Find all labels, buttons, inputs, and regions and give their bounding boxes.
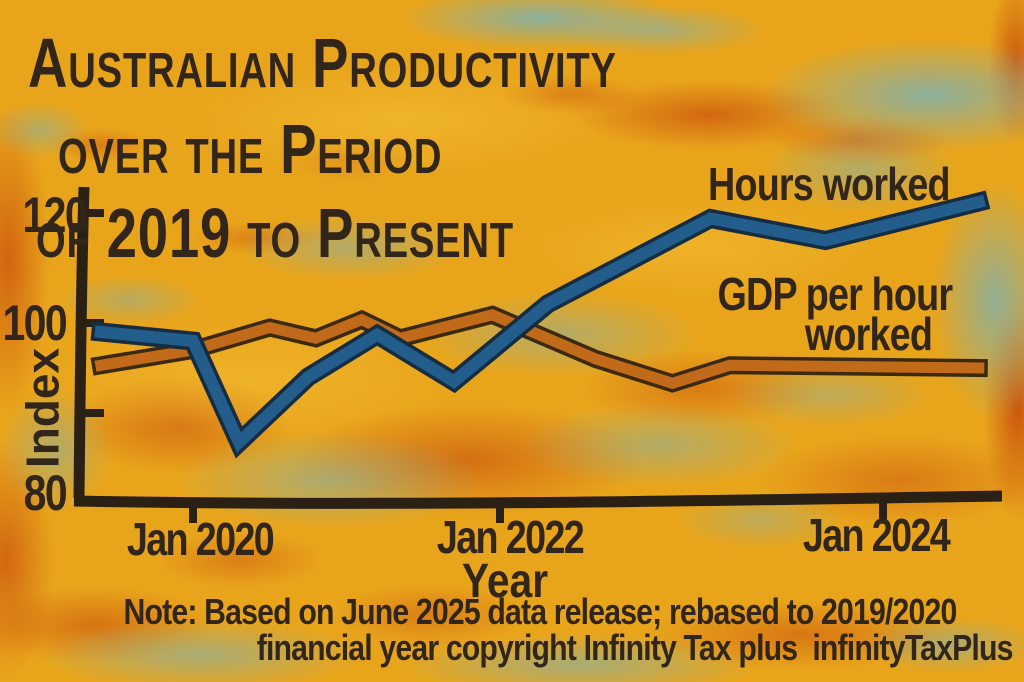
y-tick-label-120: 120 [22, 187, 88, 243]
x-axis-ticks [189, 499, 887, 523]
chart-title-line-1: Australian Productivity [28, 24, 617, 102]
hours-worked-series-label: Hours worked [708, 158, 951, 210]
y-axis-title: Index [16, 347, 69, 469]
chart-title-line-2: over the Period [58, 110, 443, 188]
y-axis-line [73, 186, 90, 499]
chart-title-line-3: of 2019 to Present [36, 194, 514, 272]
x-tick-label-jan-2020: Jan 2020 [126, 513, 275, 565]
y-tick-label-80: 80 [23, 465, 68, 521]
hours-worked-line [94, 194, 987, 453]
y-tick-label-100: 100 [2, 295, 68, 351]
gdp-series-label-line-1: GDP per hour [717, 268, 953, 320]
x-axis-title: Year [461, 555, 549, 608]
footnote-line-2: financial year copyright Infinity Tax pl… [256, 627, 1014, 668]
x-axis-line [73, 490, 1003, 509]
gdp-series-label-line-2: worked [804, 308, 933, 360]
x-tick-label-jan-2022: Jan 2022 [436, 511, 585, 563]
footnote-line-1: Note: Based on June 2025 data release; r… [123, 591, 958, 632]
x-tick-label-jan-2024: Jan 2024 [802, 509, 951, 561]
